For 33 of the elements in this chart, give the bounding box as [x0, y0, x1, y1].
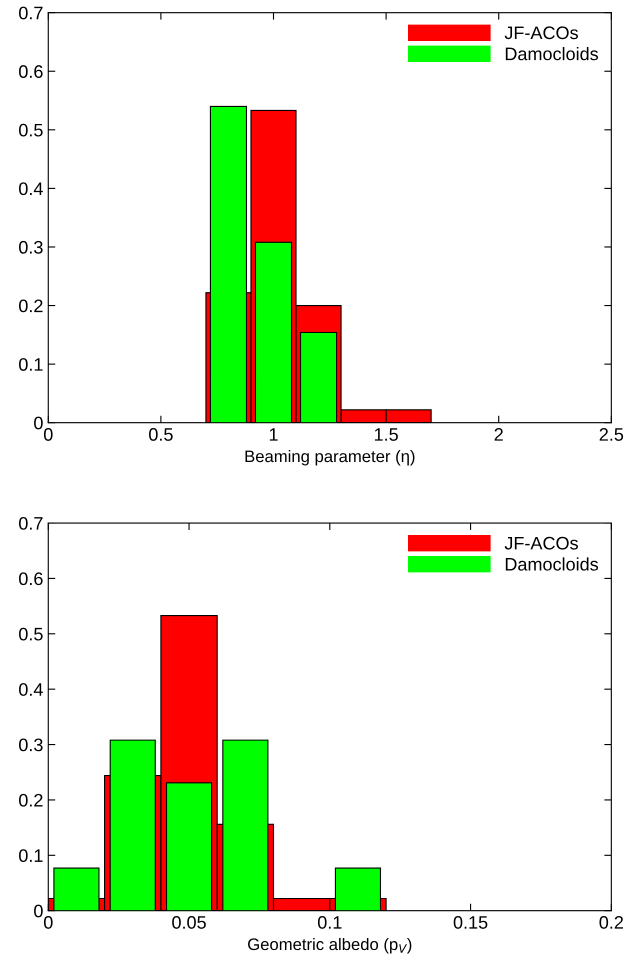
- y-tick-label: 0.3: [19, 240, 43, 254]
- legend-label: JF-ACOs: [504, 536, 578, 550]
- y-tick-label: 0: [34, 904, 43, 918]
- y-tick-label: 0.5: [19, 628, 43, 641]
- y-tick-label: 0.7: [19, 6, 43, 20]
- y-tick-label: 0.1: [19, 358, 43, 371]
- x-tick-label: 0.1: [318, 916, 342, 929]
- y-tick-label: 0.2: [19, 299, 43, 312]
- y-tick-label: 0: [34, 416, 43, 430]
- x-tick-label: 0.2: [599, 916, 623, 929]
- x-tick-label: 2.5: [600, 428, 624, 441]
- y-tick-label: 0.4: [19, 182, 43, 196]
- x-tick-label: 2: [494, 428, 503, 441]
- y-tick-label: 0.2: [19, 794, 43, 807]
- x-tick-label: 0.15: [454, 916, 488, 929]
- legend-label: Damocloids: [506, 557, 598, 571]
- x-tick-label: 1: [270, 428, 278, 441]
- x-axis-title: Beaming parameter (η): [245, 450, 414, 466]
- x-tick-label: 0.05: [172, 916, 206, 929]
- x-tick-label: 1.5: [374, 428, 398, 441]
- y-tick-label: 0.7: [19, 516, 43, 530]
- x-tick-label: 0: [44, 428, 53, 441]
- y-tick-label: 0.3: [19, 738, 43, 752]
- x-tick-label: 0: [44, 916, 53, 929]
- legend-label: Damocloids: [506, 47, 598, 60]
- y-tick-label: 0.5: [19, 124, 43, 137]
- y-tick-label: 0.6: [19, 572, 43, 586]
- y-tick-label: 0.1: [19, 849, 43, 862]
- x-tick-label: 0.5: [149, 428, 173, 441]
- legend-label: JF-ACOs: [504, 26, 578, 40]
- y-tick-label: 0.4: [19, 683, 43, 696]
- y-tick-label: 0.6: [19, 65, 43, 78]
- x-axis-title: Geometric albedo (p$_{V}$): [248, 938, 412, 954]
